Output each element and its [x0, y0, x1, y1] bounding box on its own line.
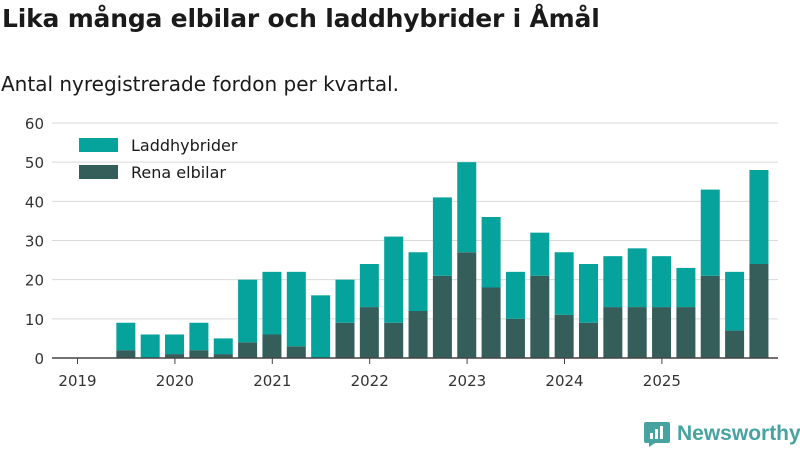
bar-rena-elbilar-2022Q1: [384, 322, 404, 358]
bar-rena-elbilar-2022Q2: [408, 311, 428, 358]
stacked-bar-chart: 0 10 20 30 40 50 60 2019 2020 2021 2022 2023 2024 202…: [25, 115, 778, 390]
bar-laddhybrider-2019Q4: [165, 334, 185, 355]
bar-laddhybrider-2025Q1: [676, 267, 696, 308]
bar-laddhybrider-2025Q3: [725, 271, 745, 331]
bar-rena-elbilar-2020Q3: [238, 342, 258, 358]
bar-laddhybrider-2020Q2: [213, 338, 233, 355]
y-tick-label: 10: [25, 311, 44, 329]
chart-subtitle: Antal nyregistrerade fordon per kvartal.: [1, 72, 400, 96]
y-tick-label: 60: [25, 115, 44, 133]
bar-rena-elbilar-2020Q4: [262, 334, 282, 358]
x-tick-label: 2023: [448, 372, 486, 390]
x-tick-label: 2022: [351, 372, 389, 390]
x-tick-label: 2020: [156, 372, 194, 390]
bars: [116, 162, 769, 358]
bar-rena-elbilar-2024Q3: [627, 307, 647, 358]
y-tick-label: 0: [34, 350, 44, 368]
legend-swatch: [79, 138, 118, 152]
bar-rena-elbilar-2024Q1: [579, 322, 598, 358]
bar-laddhybrider-2024Q3: [627, 248, 647, 308]
bar-rena-elbilar-2025Q3: [725, 330, 745, 358]
bar-laddhybrider-2023Q3: [530, 232, 550, 276]
bar-laddhybrider-2020Q3: [238, 279, 258, 343]
bar-rena-elbilar-2020Q1: [189, 350, 209, 358]
bar-laddhybrider-2024Q4: [652, 256, 672, 308]
legend-label: Laddhybrider: [131, 136, 238, 155]
bar-rena-elbilar-2021Q1: [286, 346, 306, 358]
bar-laddhybrider-2023Q1: [481, 217, 501, 288]
y-tick-label: 40: [25, 193, 44, 211]
bar-laddhybrider-2025Q2: [700, 189, 720, 276]
y-tick-label: 20: [25, 272, 44, 290]
bar-rena-elbilar-2025Q1: [676, 307, 696, 358]
x-tick-label: 2024: [545, 372, 583, 390]
bar-rena-elbilar-2022Q3: [432, 275, 452, 358]
bar-rena-elbilar-2023Q1: [481, 287, 501, 358]
bar-rena-elbilar-2019Q2: [116, 350, 136, 358]
x-tick-label: 2021: [253, 372, 291, 390]
bar-laddhybrider-2020Q4: [262, 271, 282, 335]
legend-swatch: [79, 165, 118, 179]
bar-laddhybrider-2022Q3: [432, 197, 452, 276]
newsworthy-logo-icon: [644, 422, 670, 447]
bar-laddhybrider-2025Q4: [749, 170, 769, 264]
brand-name: Newsworthy: [677, 422, 800, 445]
legend-label: Rena elbilar: [131, 163, 226, 182]
chart-title: Lika många elbilar och laddhybrider i Åm…: [2, 4, 600, 33]
bar-rena-elbilar-2020Q2: [213, 354, 233, 358]
bar-laddhybrider-2024Q2: [603, 256, 623, 308]
bar-rena-elbilar-2025Q2: [700, 275, 720, 358]
bar-rena-elbilar-2021Q3: [335, 322, 355, 358]
bar-laddhybrider-2023Q2: [505, 271, 525, 319]
axes: 0 10 20 30 40 50 60 2019 2020 2021 2022 2023 2024 202…: [25, 115, 778, 390]
newsworthy-logo: Newsworthy: [643, 420, 800, 448]
bar-rena-elbilar-2025Q4: [749, 264, 769, 358]
bar-laddhybrider-2020Q1: [189, 322, 209, 351]
bar-laddhybrider-2022Q4: [457, 162, 477, 253]
bar-laddhybrider-2021Q2: [311, 295, 331, 358]
bar-rena-elbilar-2024Q4: [652, 307, 672, 358]
bar-laddhybrider-2021Q3: [335, 279, 355, 323]
bar-laddhybrider-2019Q2: [116, 322, 136, 351]
x-tick-label: 2019: [58, 372, 96, 390]
x-tick-label: 2025: [643, 372, 681, 390]
bar-rena-elbilar-2019Q4: [165, 354, 185, 358]
legend: Laddhybrider Rena elbilar: [79, 136, 238, 182]
bar-laddhybrider-2022Q2: [408, 252, 428, 311]
bar-rena-elbilar-2023Q2: [505, 318, 525, 358]
bar-laddhybrider-2021Q1: [286, 271, 306, 347]
y-tick-label: 50: [25, 154, 44, 172]
bar-rena-elbilar-2021Q4: [359, 307, 379, 358]
bar-laddhybrider-2019Q3: [140, 334, 160, 358]
bar-laddhybrider-2022Q1: [384, 236, 404, 323]
bar-rena-elbilar-2022Q4: [457, 252, 477, 358]
bar-rena-elbilar-2024Q2: [603, 307, 623, 358]
bar-laddhybrider-2024Q1: [579, 264, 598, 323]
bar-rena-elbilar-2023Q4: [554, 314, 574, 358]
y-tick-label: 30: [25, 233, 44, 251]
bar-laddhybrider-2021Q4: [359, 264, 379, 308]
bar-laddhybrider-2023Q4: [554, 252, 574, 315]
bar-rena-elbilar-2023Q3: [530, 275, 550, 358]
